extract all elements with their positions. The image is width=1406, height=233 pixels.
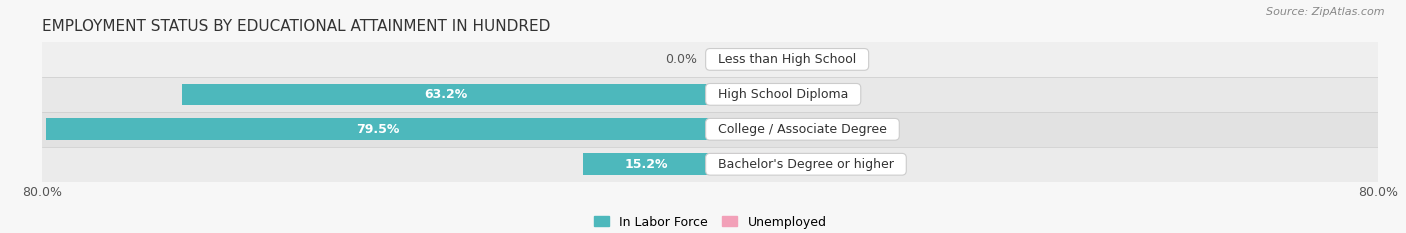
Text: EMPLOYMENT STATUS BY EDUCATIONAL ATTAINMENT IN HUNDRED: EMPLOYMENT STATUS BY EDUCATIONAL ATTAINM… [42,19,551,34]
Text: Source: ZipAtlas.com: Source: ZipAtlas.com [1267,7,1385,17]
Text: 0.0%: 0.0% [789,53,821,66]
Text: Less than High School: Less than High School [710,53,865,66]
Text: 0.0%: 0.0% [665,53,697,66]
Bar [583,154,710,175]
Bar [710,49,776,70]
Bar [42,147,1378,182]
Bar [42,42,1378,77]
Text: College / Associate Degree: College / Associate Degree [710,123,894,136]
Bar [183,84,710,105]
Bar [710,118,776,140]
Text: 79.5%: 79.5% [357,123,399,136]
Bar [46,118,710,140]
Bar [710,84,776,105]
Text: 0.0%: 0.0% [789,123,821,136]
Bar [42,77,1378,112]
Text: High School Diploma: High School Diploma [710,88,856,101]
Text: 0.0%: 0.0% [789,158,821,171]
Bar [710,154,776,175]
Text: 63.2%: 63.2% [425,88,468,101]
Text: Bachelor's Degree or higher: Bachelor's Degree or higher [710,158,901,171]
Text: 15.2%: 15.2% [624,158,668,171]
Bar [42,112,1378,147]
Legend: In Labor Force, Unemployed: In Labor Force, Unemployed [593,216,827,229]
Text: 0.0%: 0.0% [789,88,821,101]
